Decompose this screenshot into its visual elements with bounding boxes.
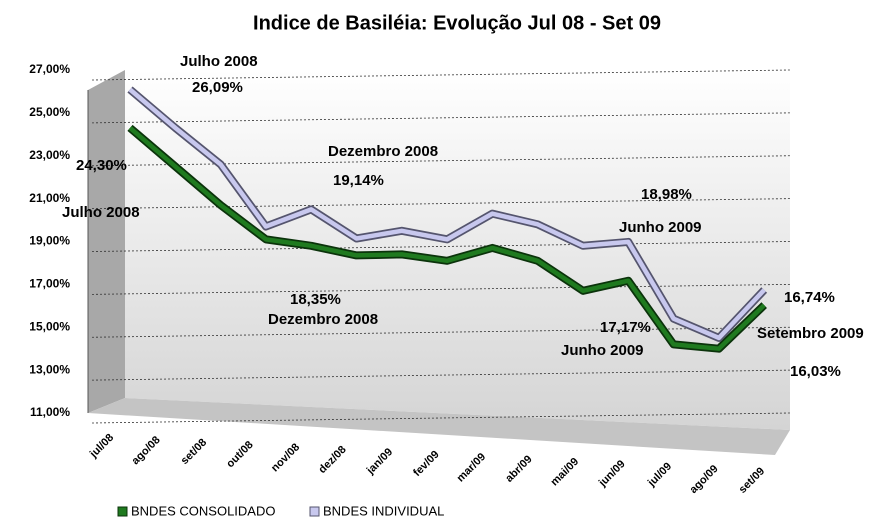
x-tick-label: set/09 [737,465,768,496]
annotation: Junho 2009 [561,342,644,359]
data-label: 24,30% [76,157,127,174]
y-tick-label: 17,00% [29,277,70,291]
data-label: 18,98% [641,186,692,203]
grid-line [91,369,791,381]
data-label: 26,09% [192,79,243,96]
data-label: 18,35% [290,291,341,308]
line [128,126,766,351]
x-tick-label: mar/09 [455,451,489,485]
floor [88,398,790,455]
y-tick-label: 15,00% [29,319,70,333]
x-tick-label: set/08 [179,436,210,467]
annotation: Junho 2009 [619,219,702,236]
x-tick-label: ago/08 [130,434,163,467]
y-tick-label: 11,00% [30,405,70,419]
y-tick-label: 21,00% [29,191,70,205]
legend-label: BNDES INDIVIDUAL [323,503,444,518]
line [128,87,766,341]
grid-line [91,155,791,167]
annotation: Julho 2008 [180,53,258,70]
annotation: Dezembro 2008 [328,143,438,160]
x-tick-label: jun/09 [596,458,628,490]
y-tick-label: 23,00% [29,148,70,162]
x-tick-label: nov/08 [269,441,302,474]
x-tick-label: jul/09 [645,460,674,489]
data-label: 16,74% [784,289,835,306]
x-tick-label: ago/09 [688,463,721,496]
annotation: Julho 2008 [62,204,140,221]
chart-title: Indice de Basiléia: Evolução Jul 08 - Se… [253,12,661,34]
x-tick-label: jan/09 [364,446,395,477]
x-tick-label: dez/08 [316,444,348,476]
back-wall [125,70,790,430]
grid-line [91,412,791,424]
grid-line [91,112,791,124]
legend-swatch [117,506,128,517]
y-tick-label: 13,00% [29,362,70,376]
annotation: Setembro 2009 [757,325,864,342]
y-tick-label: 25,00% [29,105,70,119]
y-tick-label: 19,00% [29,234,70,248]
legend-swatch [309,506,320,517]
x-tick-label: jul/08 [87,432,116,461]
grid-line [91,283,791,295]
grid-line [91,69,791,81]
x-tick-label: abr/09 [503,453,534,484]
x-tick-label: fev/09 [411,448,442,479]
side-wall [88,70,125,413]
grid-line [91,326,791,338]
grid-line [91,198,791,210]
legend-label: BNDES CONSOLIDADO [131,503,275,518]
grid-line [91,241,791,252]
x-tick-label: mai/09 [548,456,581,489]
data-label: 16,03% [790,363,841,380]
annotation: Dezembro 2008 [268,311,378,328]
data-label: 19,14% [333,172,384,189]
x-tick-label: out/08 [224,439,255,470]
y-tick-label: 27,00% [29,62,70,76]
data-label: 17,17% [600,319,651,336]
